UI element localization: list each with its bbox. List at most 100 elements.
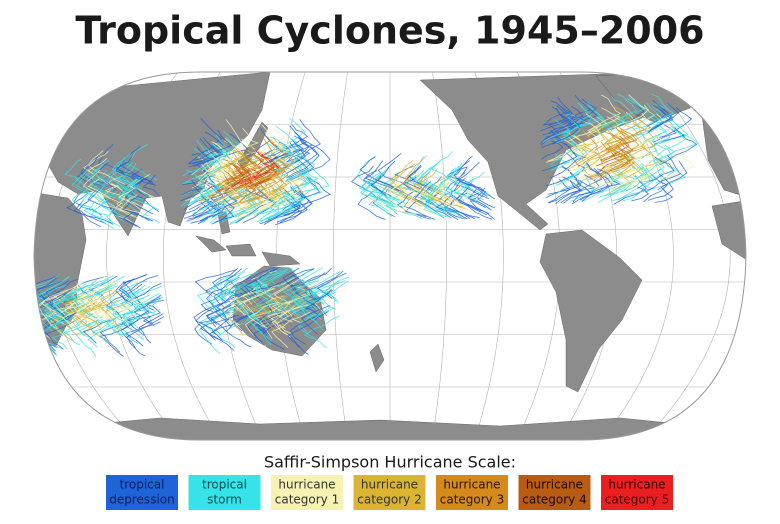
storm-track xyxy=(560,180,596,204)
storm-track xyxy=(648,109,674,133)
storm-track xyxy=(282,292,312,316)
storm-track xyxy=(86,280,118,306)
storm-track xyxy=(36,277,57,300)
storm-track xyxy=(115,274,148,304)
storm-track xyxy=(205,302,237,325)
storm-track xyxy=(423,162,459,195)
storm-track xyxy=(257,292,289,334)
storm-track xyxy=(34,290,56,329)
storm-track xyxy=(74,285,117,319)
storm-track xyxy=(248,301,281,329)
storm-track xyxy=(64,322,92,346)
storm-track xyxy=(219,283,248,307)
storm-track xyxy=(266,300,296,327)
legend-title: Saffir-Simpson Hurricane Scale: xyxy=(264,453,516,472)
storm-track xyxy=(404,200,427,217)
storm-track xyxy=(73,189,102,216)
storm-track xyxy=(79,193,109,216)
storm-track xyxy=(477,190,495,209)
storm-track xyxy=(301,290,328,310)
new-zealand xyxy=(369,343,385,373)
storm-track xyxy=(125,194,146,210)
storm-track xyxy=(83,200,114,229)
storm-track xyxy=(210,286,241,320)
storm-track xyxy=(613,130,656,161)
storm-track xyxy=(239,149,274,185)
storm-track xyxy=(185,164,224,202)
storm-track xyxy=(200,291,234,312)
storm-track xyxy=(182,148,216,177)
storm-track xyxy=(285,146,316,181)
storm-track xyxy=(115,195,145,215)
storm-track xyxy=(201,141,227,172)
storm-track xyxy=(197,142,233,184)
storm-track xyxy=(82,169,124,205)
storm-track xyxy=(651,153,695,180)
storm-track xyxy=(617,166,649,196)
legend-swatch xyxy=(353,475,426,510)
legend-swatch xyxy=(188,475,261,510)
storm-track xyxy=(281,140,304,159)
storm-track xyxy=(142,174,160,197)
storm-track xyxy=(568,136,587,152)
storm-track xyxy=(181,169,205,197)
storm-track xyxy=(125,186,154,215)
storm-track xyxy=(129,173,157,199)
storm-track xyxy=(133,294,162,324)
storm-track xyxy=(229,198,259,224)
legend-label: tropical xyxy=(202,478,247,492)
storm-track xyxy=(98,186,139,220)
storm-track xyxy=(612,116,629,137)
storm-track xyxy=(43,297,68,327)
storm-track xyxy=(228,296,262,337)
storm-track xyxy=(113,302,144,323)
storm-track xyxy=(279,186,313,223)
storm-track xyxy=(361,182,393,205)
storm-track xyxy=(92,193,124,213)
legend-swatch xyxy=(436,475,508,510)
antarctica xyxy=(34,417,746,440)
storm-track xyxy=(283,275,319,311)
storm-track xyxy=(439,173,468,211)
storm-track xyxy=(577,121,602,149)
storm-track xyxy=(613,155,636,173)
storm-track xyxy=(245,184,273,212)
storm-track xyxy=(234,182,257,200)
storm-track xyxy=(217,316,253,348)
storm-track xyxy=(216,292,243,318)
storm-track xyxy=(105,306,144,337)
storm-track xyxy=(421,185,462,218)
storm-track xyxy=(88,151,126,185)
storm-track xyxy=(188,146,210,165)
legend-label: hurricane xyxy=(361,478,418,492)
storm-track xyxy=(639,138,673,177)
storm-track xyxy=(568,130,595,157)
storm-track xyxy=(66,192,106,224)
storm-track xyxy=(73,296,103,322)
storm-track xyxy=(582,125,622,164)
storm-track xyxy=(633,93,674,130)
storm-track xyxy=(389,160,423,202)
storm-track xyxy=(393,175,425,206)
storm-track xyxy=(626,102,659,131)
storm-track xyxy=(112,160,128,185)
storm-track xyxy=(568,148,598,170)
storm-track xyxy=(579,131,611,174)
storm-track xyxy=(203,150,226,175)
storm-track xyxy=(288,170,323,206)
storm-track xyxy=(438,168,463,195)
storm-track xyxy=(293,298,324,317)
storm-track xyxy=(649,156,675,182)
storm-track xyxy=(140,208,161,224)
storm-track xyxy=(271,311,311,348)
storm-track xyxy=(268,177,304,206)
storm-track xyxy=(613,94,650,129)
storm-track xyxy=(373,189,394,212)
storm-track xyxy=(547,139,582,162)
storm-track xyxy=(187,185,211,206)
storm-track xyxy=(554,113,587,142)
storm-track xyxy=(122,301,152,323)
storm-track xyxy=(75,300,107,334)
storm-track xyxy=(44,297,89,324)
